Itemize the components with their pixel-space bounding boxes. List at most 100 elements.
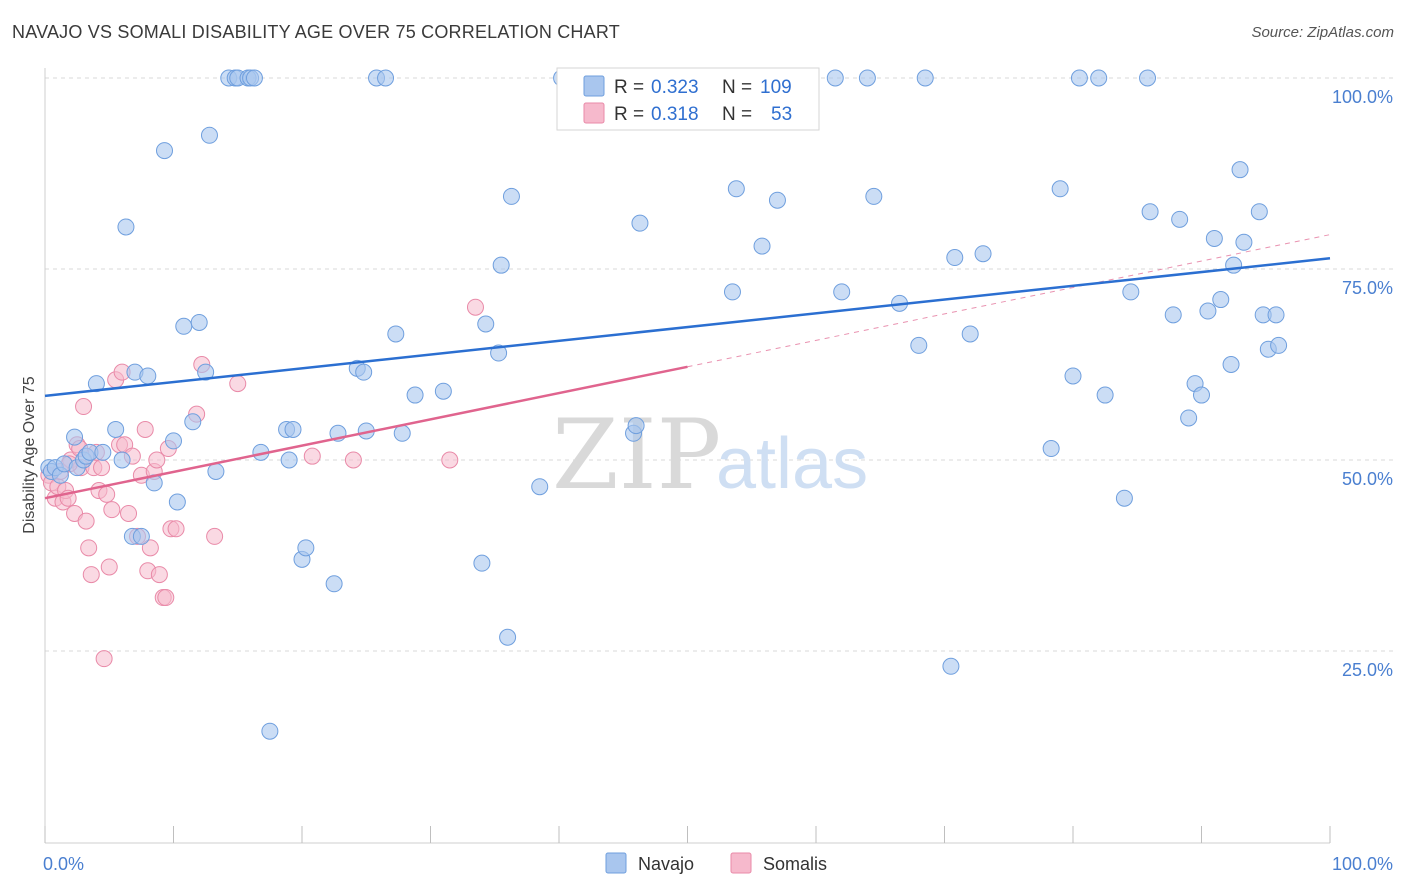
legend-label-somali: Somalis [763,854,827,874]
legend-swatch-navajo [583,75,605,97]
somali-point [77,512,95,530]
legend-swatch-somali-bottom [730,852,752,874]
navajo-point [961,325,979,343]
navajo-point [1139,69,1157,87]
navajo-point [946,249,964,267]
navajo-point [1199,302,1217,320]
legend-label-navajo: Navajo [638,854,694,874]
navajo-point [280,451,298,469]
navajo-point [477,315,495,333]
somali-point [98,485,116,503]
navajo-point [1180,409,1198,427]
y-axis-label: Disability Age Over 75 [21,376,38,534]
x-tick-label: 100.0% [1332,854,1393,874]
navajo-point [1042,440,1060,458]
somali-points [40,298,484,668]
navajo-point [727,180,745,198]
x-tick-label: 0.0% [43,854,84,874]
navajo-point [168,493,186,511]
watermark-zip: ZIP [552,399,721,511]
watermark: ZIP atlas [552,399,868,511]
somali-trend-line [44,365,688,500]
navajo-point [865,187,883,205]
navajo-point [1096,386,1114,404]
somali-point [303,447,321,465]
navajo-point [1122,283,1140,301]
navajo-point [107,420,125,438]
navajo-point [197,363,215,381]
navajo-point [245,69,263,87]
navajo-point [473,554,491,572]
legend-r-value-somali: 0.318 [651,104,699,125]
navajo-point [261,722,279,740]
navajo-point [499,628,517,646]
navajo-point [355,363,373,381]
navajo-point [942,657,960,675]
navajo-point [1235,233,1253,251]
navajo-point [1070,69,1088,87]
navajo-point [627,417,645,435]
navajo-point [826,69,844,87]
navajo-point [165,432,182,450]
somali-point [157,589,175,607]
somali-point [466,298,484,316]
navajo-point [132,527,150,545]
somali-point [141,539,159,557]
navajo-point [377,69,395,87]
navajo-point [1171,210,1189,228]
series-legend: Navajo Somalis [605,852,827,874]
navajo-point [1164,306,1182,324]
navajo-point [1250,203,1268,221]
somali-point [100,558,118,576]
navajo-point [492,256,510,274]
somali-point [344,451,362,469]
legend-swatch-somali [583,102,605,124]
x-ticks [44,826,1331,843]
legend-swatch-navajo-bottom [605,852,627,874]
navajo-point [974,245,992,263]
y-tick-label: 100.0% [1332,87,1393,107]
navajo-point [175,317,193,335]
navajo-point [1222,356,1240,373]
navajo-point [723,283,741,301]
navajo-point [502,187,520,205]
navajo-point [1231,161,1249,179]
chart-title: NAVAJO VS SOMALI DISABILITY AGE OVER 75 … [12,22,620,42]
navajo-point [1090,69,1108,87]
navajo-point [190,313,208,331]
navajo-point [753,237,771,255]
somali-point [150,566,168,584]
navajo-point [1051,180,1069,198]
navajo-point [490,344,508,362]
navajo-point [1064,367,1082,385]
x-tick-labels: 0.0% 100.0% [43,854,1393,874]
navajo-point [139,367,157,385]
legend-n-label-somali: N = [722,104,752,125]
navajo-point [325,575,343,593]
somali-point [103,501,121,519]
navajo-point [117,218,135,236]
navajo-point [387,325,405,343]
navajo-point [631,214,649,232]
somali-point [136,420,154,438]
somali-point [441,451,459,469]
navajo-point [1205,229,1223,247]
legend-r-value-navajo: 0.323 [651,77,699,98]
legend-r-label-navajo: R = [614,77,644,98]
stats-legend: R = 0.323 N = 109 R = 0.318 N = 53 [556,67,820,131]
y-tick-label: 50.0% [1342,469,1393,489]
trend-lines [44,234,1331,500]
navajo-point [297,539,315,557]
somali-point [148,451,166,469]
navajo-point [66,428,84,446]
somali-trend-extension [687,234,1331,368]
somali-point [167,520,185,538]
somali-point [82,566,100,584]
navajo-point [113,451,131,469]
somali-point [75,398,93,416]
navajo-point [768,191,786,209]
navajo-trend-line [44,257,1331,398]
y-tick-labels: 100.0% 75.0% 50.0% 25.0% [1332,87,1393,680]
y-tick-label: 75.0% [1342,278,1393,298]
